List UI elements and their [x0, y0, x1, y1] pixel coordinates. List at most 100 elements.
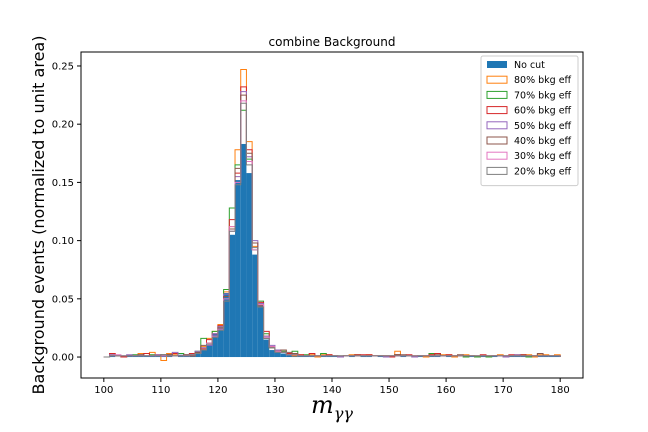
- bar: [206, 345, 213, 358]
- bar: [446, 355, 452, 358]
- bar: [320, 355, 327, 358]
- bar: [280, 353, 287, 358]
- bar: [309, 355, 315, 358]
- series-step-line: [103, 102, 561, 358]
- legend-label: 70% bkg eff: [514, 90, 572, 101]
- y-tick-label: 0.15: [52, 178, 74, 189]
- legend-label: 60% bkg eff: [514, 106, 572, 117]
- legend-label: 40% bkg eff: [514, 136, 572, 147]
- x-tick-label: 100: [94, 385, 113, 396]
- bar: [246, 173, 253, 358]
- series-7: [103, 102, 561, 358]
- series-layer: [103, 68, 561, 362]
- x-axis-label-subscript: γγ: [334, 404, 354, 423]
- bar: [297, 355, 304, 358]
- x-axis: 100 110 120 130 140 150 160 170 180: [94, 378, 570, 396]
- bar: [132, 355, 139, 358]
- y-tick-label: 0.05: [52, 294, 74, 305]
- bar: [332, 355, 338, 358]
- bar: [491, 355, 498, 358]
- bar: [314, 355, 321, 358]
- bar: [531, 355, 538, 358]
- bar: [235, 180, 241, 358]
- legend-label: 80% bkg eff: [514, 75, 572, 86]
- bar: [212, 333, 218, 358]
- bar: [537, 355, 544, 358]
- bar: [286, 354, 293, 358]
- y-tick-label: 0.00: [52, 353, 74, 364]
- legend-swatch: [486, 90, 508, 99]
- bar: [383, 355, 390, 358]
- bar: [451, 355, 458, 358]
- x-axis-label: mγγ: [311, 391, 353, 423]
- legend-swatch: [487, 61, 507, 68]
- x-tick-label: 150: [379, 385, 398, 396]
- bar: [525, 355, 532, 358]
- legend-label: 20% bkg eff: [514, 166, 572, 177]
- bar: [400, 355, 407, 358]
- bar: [349, 355, 355, 358]
- bar: [109, 355, 116, 358]
- bar: [303, 355, 310, 358]
- bar: [252, 254, 258, 358]
- bar: [166, 355, 173, 358]
- bar: [120, 355, 127, 358]
- bar: [200, 350, 207, 358]
- bar: [292, 355, 298, 358]
- bar: [257, 304, 264, 358]
- bar: [240, 143, 247, 358]
- bar: [486, 355, 492, 358]
- bar: [389, 355, 395, 358]
- y-axis-label: Background events (normalized to unit ar…: [29, 36, 48, 395]
- legend: No cut 80% bkg eff 70% bkg eff 60% bkg eff 5…: [480, 55, 579, 187]
- bar: [548, 355, 555, 358]
- x-tick-label: 120: [208, 385, 227, 396]
- bar: [138, 355, 144, 358]
- bar: [554, 355, 561, 358]
- bar: [269, 350, 275, 358]
- bar: [183, 355, 190, 358]
- x-tick-label: 140: [322, 385, 341, 396]
- x-tick-label: 130: [265, 385, 284, 396]
- bar: [143, 355, 150, 358]
- bar: [520, 355, 526, 358]
- legend-swatch: [486, 75, 508, 84]
- bar: [480, 355, 487, 358]
- x-tick-label: 160: [437, 385, 456, 396]
- bar: [417, 355, 424, 358]
- bar: [274, 352, 281, 358]
- chart-title: combine Background: [269, 35, 396, 49]
- bar: [229, 234, 236, 358]
- bar: [434, 355, 441, 358]
- bar: [514, 355, 521, 358]
- bar: [463, 355, 469, 358]
- y-tick-label: 0.20: [52, 120, 74, 131]
- bar: [217, 327, 224, 358]
- series-0: [103, 143, 561, 358]
- legend-swatch: [486, 121, 508, 130]
- legend-swatch: [486, 166, 508, 175]
- bar: [195, 352, 201, 358]
- legend-box: [480, 55, 579, 187]
- legend-swatch: [486, 136, 508, 145]
- bar: [223, 293, 230, 358]
- legend-swatch: [486, 106, 508, 115]
- bar: [543, 355, 549, 358]
- x-axis-label-main: m: [311, 391, 334, 419]
- bar: [366, 355, 372, 358]
- legend-label: 30% bkg eff: [514, 151, 572, 162]
- x-tick-label: 110: [151, 385, 170, 396]
- bar: [263, 339, 270, 358]
- bar: [149, 355, 156, 358]
- y-tick-label: 0.25: [52, 61, 74, 72]
- bar: [428, 355, 435, 358]
- y-axis: 0.00 0.05 0.10 0.15 0.20 0.25: [52, 61, 81, 364]
- bar: [360, 355, 367, 358]
- bar: [326, 355, 332, 358]
- x-tick-label: 170: [494, 385, 513, 396]
- bar: [468, 355, 475, 358]
- bar: [377, 355, 384, 358]
- x-tick-label: 180: [551, 385, 570, 396]
- legend-label: 50% bkg eff: [514, 121, 572, 132]
